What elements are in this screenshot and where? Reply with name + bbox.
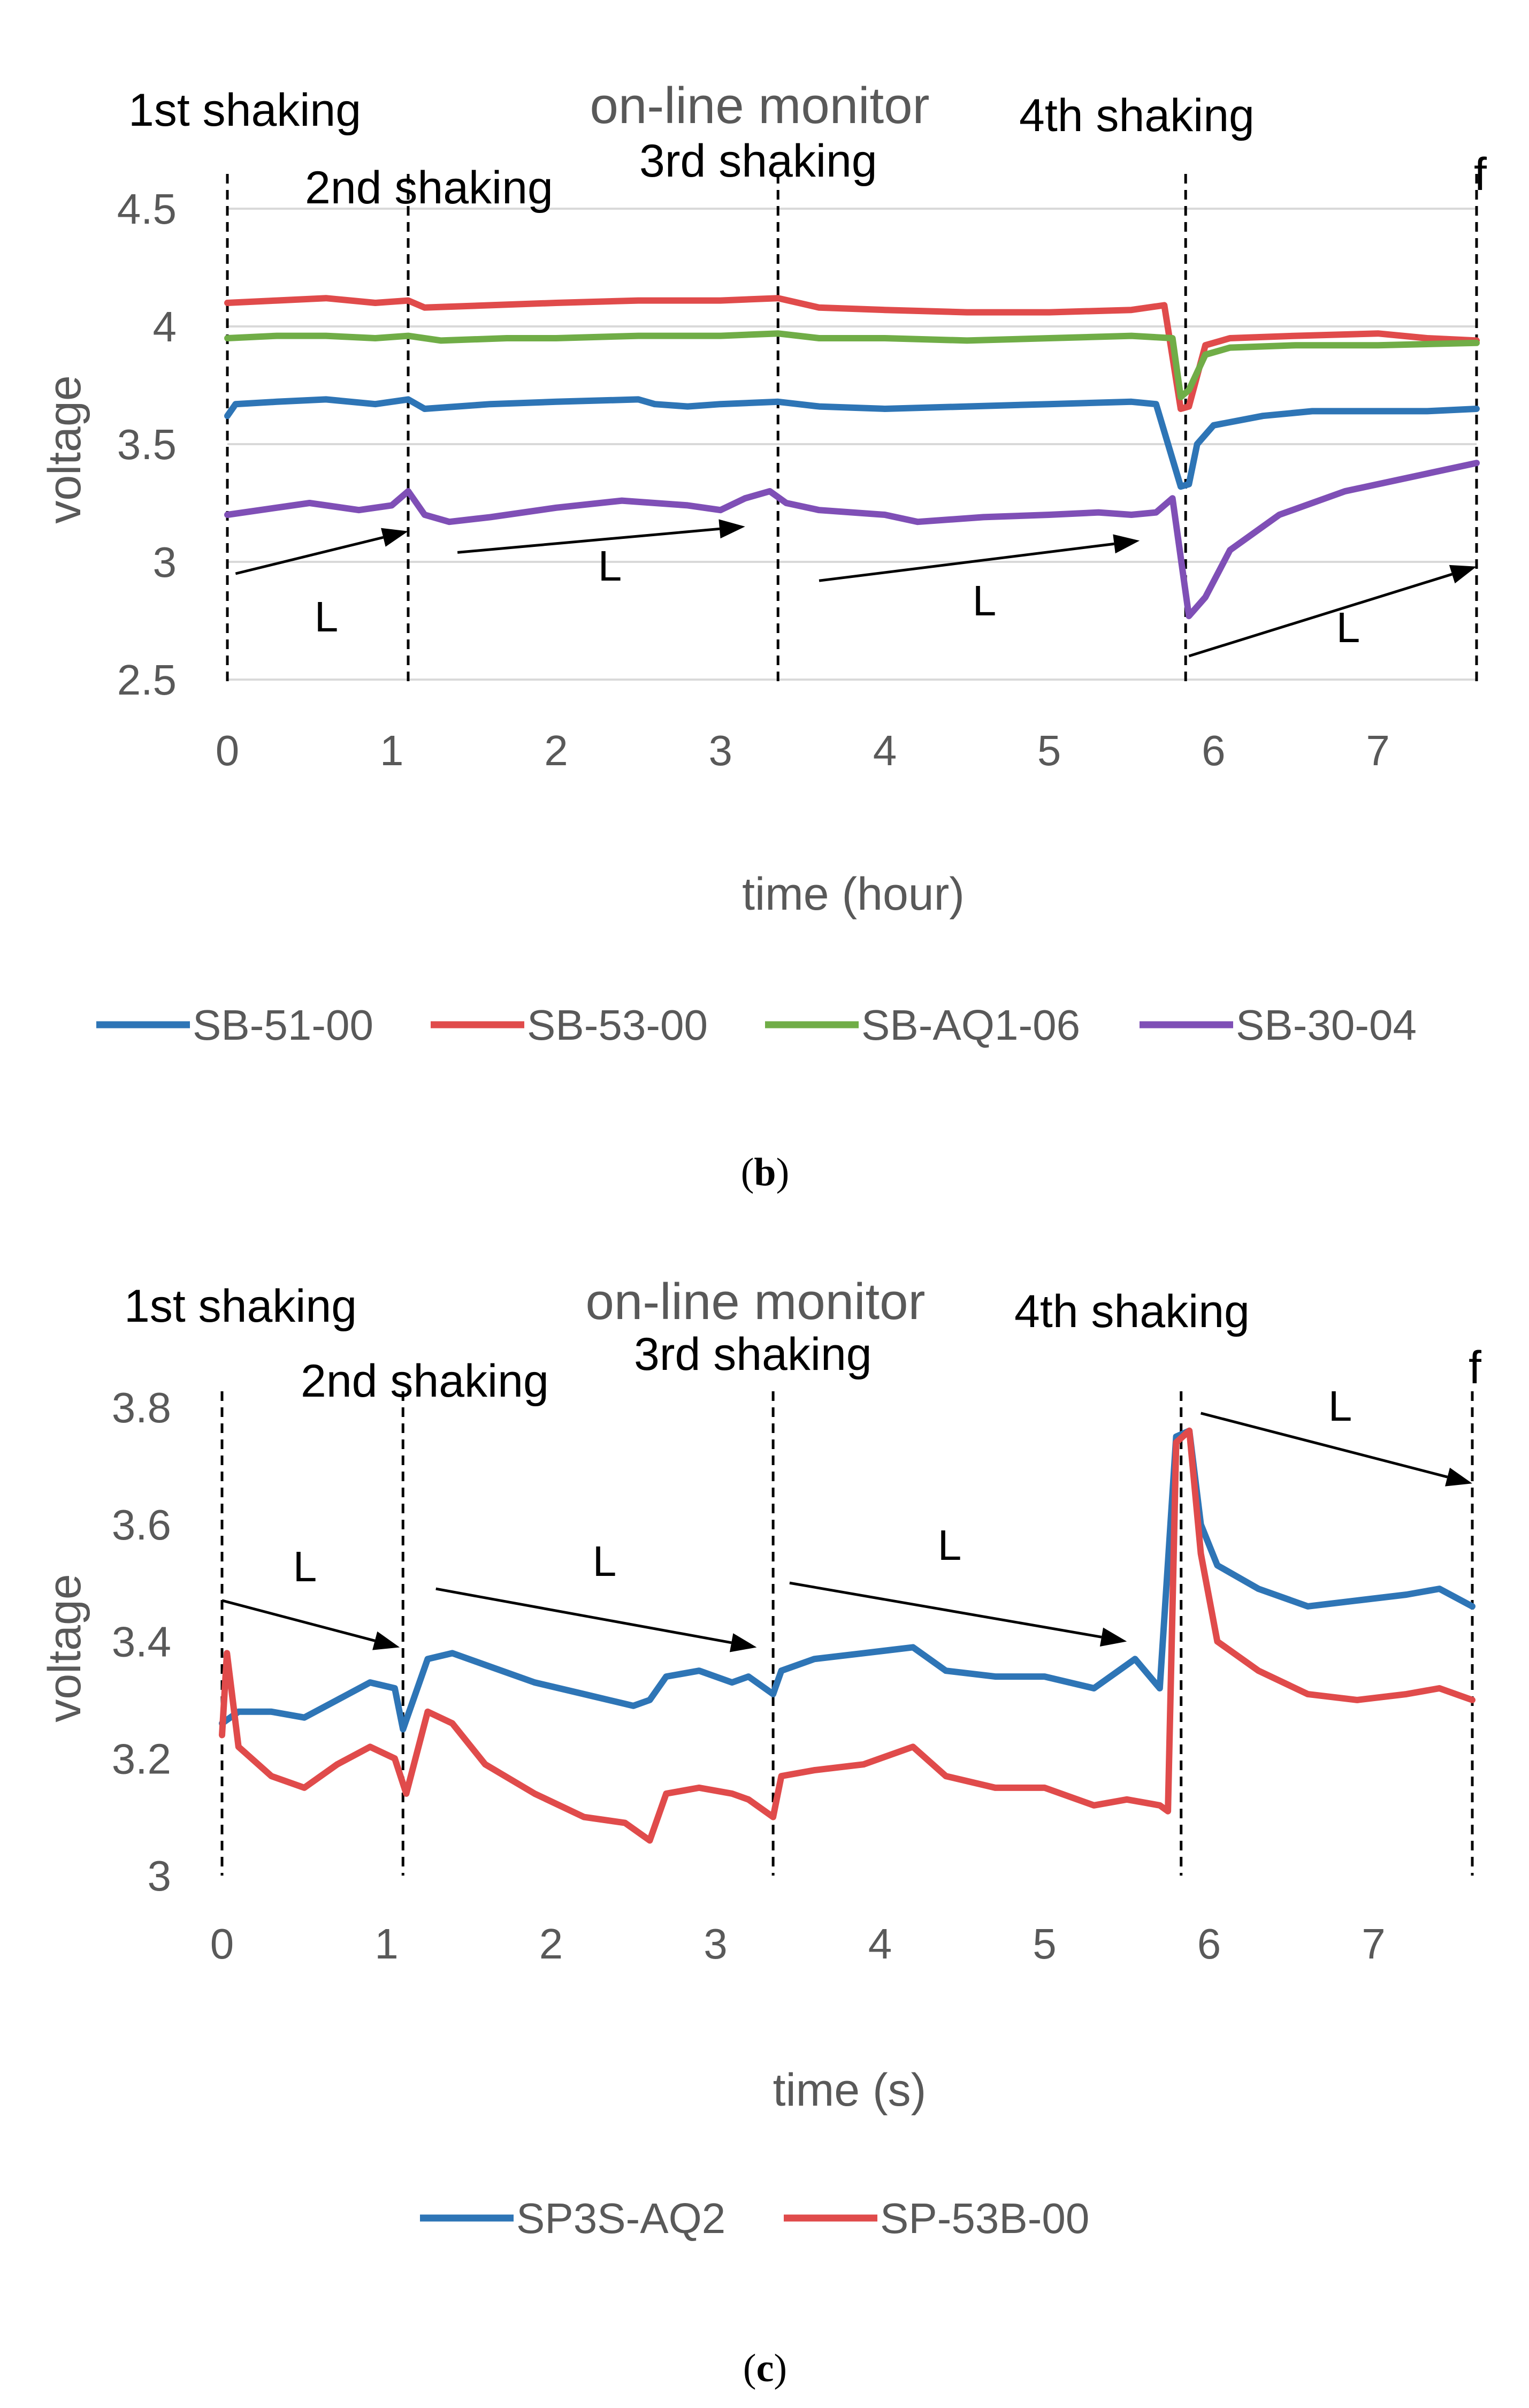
legend-label: SB-53-00: [527, 1001, 708, 1049]
event-label: 1st shaking: [124, 1281, 357, 1332]
legend-label: SB-AQ1-06: [861, 1001, 1080, 1049]
event-label: 3rd shaking: [639, 135, 877, 187]
arrow-line: [1200, 1412, 1448, 1479]
arrow-head: [381, 528, 408, 547]
arrow-line: [221, 1599, 376, 1642]
x-tick-label: 1: [380, 727, 404, 774]
arrow-head: [1113, 534, 1140, 554]
legend: SB-51-00 SB-53-00 SB-AQ1-06 SB-30-04: [96, 1001, 1417, 1049]
arrow-head: [1449, 565, 1477, 584]
event-label: 2nd shaking: [301, 1355, 549, 1407]
y-tick-label: 3.8: [112, 1384, 171, 1431]
arrow-line: [789, 1581, 1102, 1639]
series-line-SB-53-00: [224, 295, 1480, 412]
event-label: 3rd shaking: [634, 1329, 872, 1380]
y-tick-label: 3: [153, 538, 177, 586]
x-tick-label: 1: [374, 1920, 399, 1968]
x-tick-label: 3: [708, 727, 732, 774]
x-tick-label: 6: [1202, 727, 1226, 774]
y-tick-label: 3.4: [112, 1618, 171, 1666]
y-tick-label: 3.2: [112, 1735, 171, 1782]
legend-label: SB-30-04: [1236, 1001, 1417, 1049]
y-axis-label: voltage: [39, 375, 90, 523]
x-tick-label: 0: [216, 727, 240, 774]
x-tick-label: 3: [704, 1920, 728, 1968]
arrow-head: [729, 1633, 757, 1652]
x-tick-label: 0: [210, 1920, 234, 1968]
x-tick-label: 5: [1037, 727, 1061, 774]
arrow-line: [435, 1587, 732, 1644]
panel-caption: (b): [741, 1150, 789, 1194]
legend: SP3S-AQ2 SP-53B-00: [420, 2194, 1089, 2242]
event-label: f: [1469, 1342, 1482, 1393]
x-tick-label: 2: [544, 727, 568, 774]
x-axis-label: time (s): [773, 2064, 927, 2116]
x-tick-label: 7: [1366, 727, 1390, 774]
arrow-label: L: [598, 542, 622, 590]
chart-title: on-line monitor: [586, 1273, 926, 1330]
arrow-head: [1445, 1467, 1472, 1487]
series-line-SB-AQ1-06: [224, 330, 1480, 400]
arrow-line: [819, 542, 1114, 582]
chart-panel-c: 1st shaking 2nd shaking 3rd shaking 4th sha…: [39, 1273, 1482, 2390]
arrow-label: L: [938, 1521, 962, 1569]
x-axis-label: time (hour): [742, 868, 965, 920]
legend-label: SP-53B-00: [880, 2194, 1089, 2242]
arrow-line: [1188, 573, 1452, 658]
arrow-line: [235, 536, 384, 575]
arrow-label: L: [973, 577, 997, 624]
x-tick-label: 2: [539, 1920, 563, 1968]
y-axis-label: voltage: [39, 1574, 90, 1722]
x-tick-label: 4: [868, 1920, 892, 1968]
y-tick-label: 3: [148, 1852, 172, 1900]
legend-label: SP3S-AQ2: [516, 2194, 725, 2242]
legend-label: SB-51-00: [193, 1001, 373, 1049]
x-tick-label: 5: [1033, 1920, 1057, 1968]
event-label: 1st shaking: [128, 85, 361, 136]
arrow-line: [457, 527, 720, 554]
chart-panel-b: 1st shaking 2nd shaking 3rd shaking 4th sha…: [39, 77, 1487, 1194]
arrow-label: L: [1328, 1382, 1352, 1430]
event-label: 2nd shaking: [305, 162, 553, 214]
event-label: f: [1474, 149, 1487, 200]
series-line-SB-51-00: [224, 396, 1480, 490]
arrow-label: L: [593, 1537, 617, 1585]
y-tick-label: 2.5: [117, 656, 177, 704]
y-tick-label: 3.5: [117, 421, 177, 468]
x-tick-label: 4: [873, 727, 897, 774]
chart-title: on-line monitor: [590, 77, 930, 134]
arrow-label: L: [1336, 604, 1360, 651]
y-tick-label: 4.5: [117, 185, 177, 233]
y-tick-label: 3.6: [112, 1501, 171, 1549]
y-tick-label: 4: [153, 303, 177, 350]
series-line-SP3S-AQ2: [219, 1427, 1476, 1733]
event-label: 4th shaking: [1019, 90, 1255, 141]
arrow-head: [718, 519, 745, 539]
x-tick-label: 7: [1362, 1920, 1386, 1968]
x-tick-label: 6: [1197, 1920, 1221, 1968]
arrow-label: L: [315, 593, 339, 641]
arrow-label: L: [293, 1543, 317, 1590]
arrow-head: [372, 1631, 400, 1650]
series-line-SB-30-04: [224, 460, 1480, 620]
arrow-head: [1099, 1627, 1127, 1647]
panel-caption: (c): [743, 2346, 787, 2390]
event-label: 4th shaking: [1014, 1286, 1250, 1337]
series-line-SP-53B-00: [219, 1427, 1476, 1844]
